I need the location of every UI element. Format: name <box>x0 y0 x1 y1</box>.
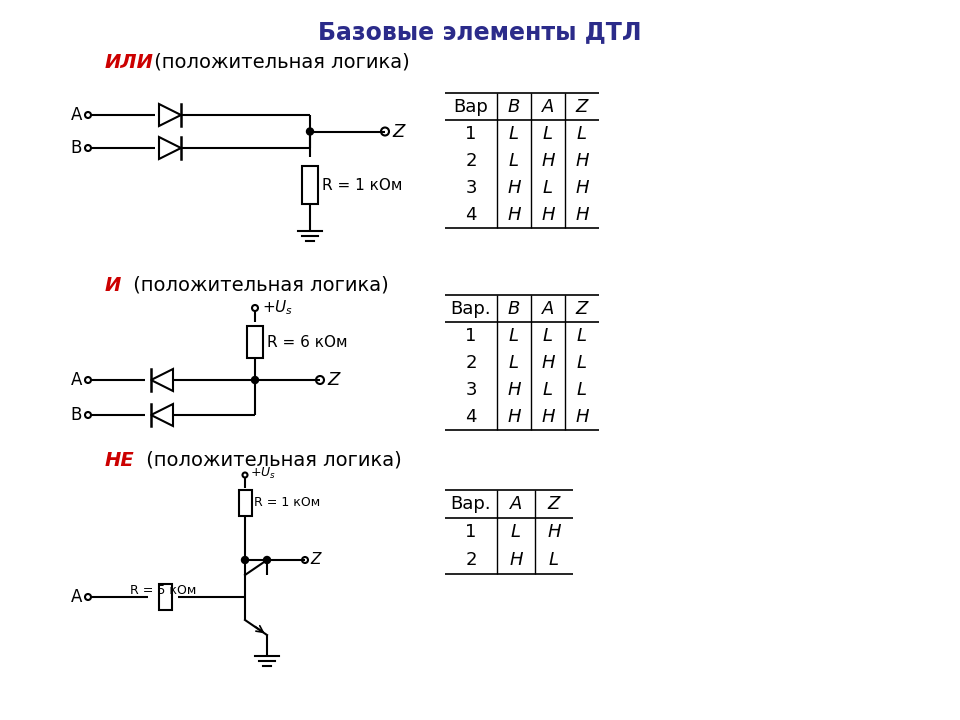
Text: Вар.: Вар. <box>450 495 492 513</box>
Bar <box>247 326 263 358</box>
Text: H: H <box>541 151 555 169</box>
Text: L: L <box>577 354 587 372</box>
Text: ИЛИ: ИЛИ <box>105 53 154 71</box>
Text: L: L <box>543 179 553 197</box>
Text: 3: 3 <box>466 380 477 398</box>
Text: НЕ: НЕ <box>105 451 134 469</box>
Text: 1: 1 <box>466 523 477 541</box>
Text: B: B <box>508 300 520 318</box>
Text: H: H <box>575 179 588 197</box>
Text: A: A <box>541 300 554 318</box>
Text: H: H <box>547 523 561 541</box>
Text: A: A <box>510 495 522 513</box>
Bar <box>158 584 172 610</box>
Circle shape <box>263 557 271 564</box>
Text: Z: Z <box>548 495 561 513</box>
Text: R = 1 кОм: R = 1 кОм <box>322 178 402 192</box>
Text: L: L <box>543 125 553 143</box>
Circle shape <box>252 377 258 384</box>
Circle shape <box>306 128 314 135</box>
Text: L: L <box>577 326 587 344</box>
Text: H: H <box>541 205 555 223</box>
Text: 4: 4 <box>466 408 477 426</box>
Text: И: И <box>105 276 121 294</box>
Text: (положительная логика): (положительная логика) <box>127 276 389 294</box>
Text: H: H <box>541 354 555 372</box>
Text: 4: 4 <box>466 205 477 223</box>
Text: 1: 1 <box>466 125 477 143</box>
Text: Вар.: Вар. <box>450 300 492 318</box>
Text: 1: 1 <box>466 326 477 344</box>
Text: L: L <box>509 125 519 143</box>
Text: H: H <box>575 205 588 223</box>
Text: L: L <box>549 551 559 569</box>
Text: L: L <box>509 326 519 344</box>
Text: L: L <box>543 380 553 398</box>
Text: L: L <box>509 151 519 169</box>
Text: H: H <box>507 179 520 197</box>
Text: H: H <box>507 205 520 223</box>
Bar <box>302 166 318 204</box>
Text: R = 6 кОм: R = 6 кОм <box>267 335 348 349</box>
Text: H: H <box>507 408 520 426</box>
Text: Базовые элементы ДТЛ: Базовые элементы ДТЛ <box>319 20 641 44</box>
Bar <box>238 490 252 516</box>
Text: B: B <box>71 139 82 157</box>
Text: Z: Z <box>327 371 340 389</box>
Text: L: L <box>509 354 519 372</box>
Text: B: B <box>508 97 520 115</box>
Text: +$U_s$: +$U_s$ <box>262 299 293 318</box>
Text: A: A <box>541 97 554 115</box>
Text: Z: Z <box>576 97 588 115</box>
Text: L: L <box>577 380 587 398</box>
Text: (положительная логика): (положительная логика) <box>140 451 401 469</box>
Text: L: L <box>543 326 553 344</box>
Text: Z: Z <box>310 552 321 567</box>
Text: B: B <box>71 406 82 424</box>
Text: H: H <box>575 408 588 426</box>
Text: H: H <box>575 151 588 169</box>
Text: +$U_s$: +$U_s$ <box>250 465 276 480</box>
Text: 2: 2 <box>466 354 477 372</box>
Text: H: H <box>507 380 520 398</box>
Text: 2: 2 <box>466 151 477 169</box>
Text: R = 1 кОм: R = 1 кОм <box>254 497 321 510</box>
Text: A: A <box>71 588 82 606</box>
Text: 2: 2 <box>466 551 477 569</box>
Text: Вар: Вар <box>453 97 489 115</box>
Text: H: H <box>509 551 523 569</box>
Text: Z: Z <box>392 122 404 140</box>
Text: L: L <box>511 523 521 541</box>
Text: (положительная логика): (положительная логика) <box>148 53 410 71</box>
Text: H: H <box>541 408 555 426</box>
Text: A: A <box>71 371 82 389</box>
Text: A: A <box>71 106 82 124</box>
Text: L: L <box>577 125 587 143</box>
Circle shape <box>242 557 249 564</box>
Text: R = 5 кОм: R = 5 кОм <box>130 583 197 596</box>
Text: Z: Z <box>576 300 588 318</box>
Text: 3: 3 <box>466 179 477 197</box>
